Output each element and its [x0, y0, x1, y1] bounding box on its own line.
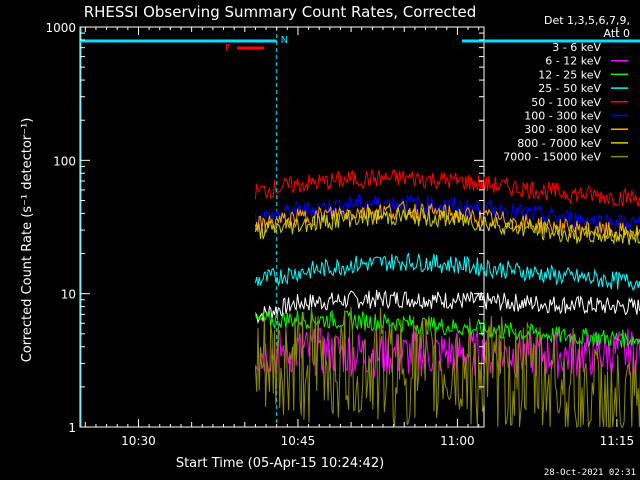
legend-label: 800 - 7000 keV	[517, 137, 601, 150]
y-tick-label: 10	[61, 288, 76, 302]
legend-title: Det 1,3,5,6,7,9,	[544, 14, 630, 27]
x-tick-label: 11:00	[440, 434, 475, 448]
night-label: N	[281, 35, 288, 46]
series-layer	[254, 169, 640, 429]
y-axis-label: Corrected Count Rate (s⁻¹ detector⁻¹)	[20, 118, 35, 363]
annotation-lines: NF	[80, 27, 640, 427]
axes-layer: 10:3010:4511:0011:1511:3011:4512:0011010…	[45, 21, 635, 448]
legend-label: 7000 - 15000 keV	[503, 151, 601, 164]
y-tick-label: 100	[53, 154, 76, 168]
legend-label: 12 - 25 keV	[538, 68, 601, 81]
legend-label: 25 - 50 keV	[538, 82, 601, 95]
x-tick-label: 11:15	[600, 434, 635, 448]
plot-frame	[79, 26, 485, 428]
legend-label: 300 - 800 keV	[524, 123, 601, 136]
series-line	[254, 253, 640, 291]
legend-label: 50 - 100 keV	[531, 96, 601, 109]
x-axis-label: Start Time (05-Apr-15 10:24:42)	[176, 456, 384, 471]
chart-title: RHESSI Observing Summary Count Rates, Co…	[84, 3, 477, 21]
legend-label: 100 - 300 keV	[524, 110, 601, 123]
plot-border	[79, 26, 485, 428]
series-line	[254, 309, 640, 348]
y-tick-label: 1000	[45, 21, 76, 35]
y-tick-label: 1	[68, 421, 76, 435]
legend-label: 6 - 12 keV	[545, 55, 601, 68]
x-tick-label: 10:45	[281, 434, 316, 448]
legend-title: Att 0	[604, 27, 630, 40]
x-tick-label: 10:30	[121, 434, 156, 448]
series-line	[254, 193, 640, 233]
flare-label: F	[225, 43, 231, 54]
series-line	[254, 328, 640, 379]
legend-label: 3 - 6 keV	[552, 41, 601, 54]
series-line	[254, 169, 640, 207]
footer-timestamp: 28-Oct-2021 02:31	[544, 468, 636, 478]
series-line	[254, 307, 640, 429]
series-line	[254, 206, 640, 246]
series-line	[255, 289, 640, 325]
series-line	[254, 200, 640, 242]
